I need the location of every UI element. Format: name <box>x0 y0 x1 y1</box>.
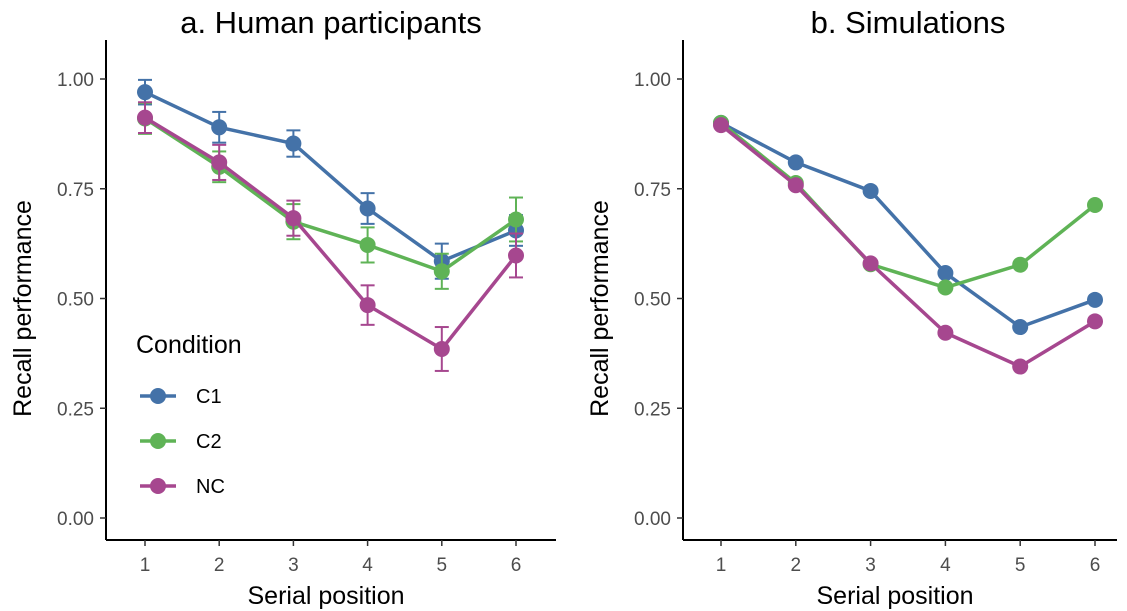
chart-panel-a: a. Human participants 0.00 0.25 0.50 0.75 1.0… <box>9 5 556 610</box>
y-tick-label: 0.75 <box>634 180 671 201</box>
data-point <box>713 117 729 134</box>
x-tick-label: 4 <box>362 555 373 576</box>
data-point <box>359 236 376 253</box>
legend-label: NC <box>196 476 225 498</box>
data-point <box>1087 196 1103 213</box>
data-point <box>285 210 302 227</box>
chart-title: b. Simulations <box>811 5 1006 40</box>
data-point <box>433 263 450 280</box>
legend-swatch-point <box>150 433 166 449</box>
data-point <box>787 177 804 194</box>
series-line-c1 <box>144 90 517 263</box>
data-point <box>937 324 954 341</box>
data-point <box>862 182 879 199</box>
legend-swatch-point <box>150 388 166 404</box>
data-point <box>508 211 524 228</box>
data-point <box>1012 358 1029 375</box>
series-line-nc <box>144 116 518 351</box>
x-tick-label: 4 <box>940 555 951 576</box>
y-tick-label: 0.00 <box>57 509 94 530</box>
legend-title: Condition <box>136 331 242 359</box>
x-tick-label: 1 <box>716 555 727 576</box>
x-axis-label: Serial position <box>816 582 973 610</box>
series-nc <box>137 101 524 372</box>
data-point <box>211 154 228 171</box>
data-point <box>359 200 376 217</box>
series-c1 <box>137 78 524 280</box>
chart-title: a. Human participants <box>180 5 482 40</box>
x-tick-label: 1 <box>140 555 151 576</box>
data-point <box>285 135 302 152</box>
data-point <box>937 279 954 296</box>
legend-item-c2: C2 <box>140 431 222 453</box>
legend: Condition C1 C2 NC <box>136 331 242 498</box>
data-point <box>937 265 954 282</box>
legend-swatch-point <box>150 478 166 494</box>
y-tick-label: 0.25 <box>634 399 671 420</box>
data-point <box>137 109 153 126</box>
x-tick-label: 3 <box>865 555 876 576</box>
y-tick-label: 0.50 <box>57 290 94 311</box>
x-tick-label: 5 <box>437 555 448 576</box>
data-point <box>1012 319 1029 336</box>
y-axis-label: Recall performance <box>9 200 37 417</box>
data-point <box>1087 313 1103 330</box>
y-tick-label: 1.00 <box>57 70 94 91</box>
series-line-nc <box>719 123 1096 369</box>
y-tick-label: 0.75 <box>57 180 94 201</box>
data-point <box>862 255 879 272</box>
legend-label: C1 <box>196 386 222 408</box>
data-point <box>1012 256 1029 273</box>
x-tick-label: 2 <box>791 555 802 576</box>
data-point <box>508 247 524 264</box>
legend-label: C2 <box>196 431 222 453</box>
legend-item-nc: NC <box>140 476 225 498</box>
y-tick-label: 0.00 <box>634 509 671 530</box>
y-tick-label: 1.00 <box>634 70 671 91</box>
data-point <box>137 84 153 101</box>
series-line-c2 <box>719 121 1097 290</box>
y-tick-label: 0.25 <box>57 399 94 420</box>
y-axis-label: Recall performance <box>586 200 614 417</box>
y-tick-label: 0.50 <box>634 290 671 311</box>
data-point <box>787 154 804 171</box>
x-tick-label: 5 <box>1015 555 1026 576</box>
data-point <box>433 340 450 357</box>
data-point <box>1087 291 1103 308</box>
series-c2 <box>713 114 1103 296</box>
series-c1 <box>713 114 1103 336</box>
data-point <box>359 297 376 314</box>
data-point <box>211 119 228 136</box>
x-tick-label: 2 <box>214 555 225 576</box>
x-tick-label: 6 <box>1090 555 1101 576</box>
x-axis-label: Serial position <box>247 582 404 610</box>
x-tick-label: 6 <box>511 555 522 576</box>
x-tick-label: 3 <box>288 555 299 576</box>
series-nc <box>713 117 1103 375</box>
series-line-c2 <box>144 117 518 274</box>
chart-panel-b: b. Simulations 0.00 0.25 0.50 0.75 1.00 1 2 3 4 5 6… <box>586 5 1117 610</box>
series-line-c1 <box>720 121 1096 329</box>
legend-item-c1: C1 <box>140 386 222 408</box>
